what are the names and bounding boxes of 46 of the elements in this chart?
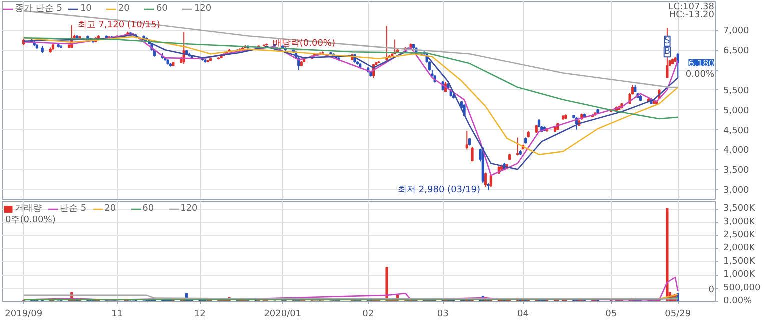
y-tick-label: 1,000K (724, 270, 756, 280)
y-tick-label: 500,000 (724, 283, 761, 294)
annotation: 0.00% (686, 70, 715, 80)
annotation: 6,180 (688, 59, 715, 70)
x-tick-label: 12 (194, 310, 206, 320)
y-tick-label: 2,500K (724, 230, 756, 241)
legend-label: 60 (156, 4, 169, 14)
annotation: S (664, 36, 671, 46)
annotation: 최고 7,120 (10/15) (78, 20, 160, 30)
y-tick-label: 4,500 (724, 126, 750, 136)
annotation: B (664, 47, 671, 58)
y-tick-label: 1,500K (724, 256, 756, 267)
y-tick-label: 3,500 (724, 166, 750, 176)
y-tick-label: 3,000 (724, 186, 750, 196)
x-tick-label: 04 (518, 310, 530, 320)
annotation: 최저 2,980 (03/19) (398, 185, 481, 196)
x-tick-label: 02 (362, 310, 374, 320)
annotation: 0 (708, 286, 715, 296)
x-tick-label: 03 (437, 310, 449, 320)
x-tick-label: 2019/09 (5, 310, 43, 320)
y-tick-label: 4,000 (724, 146, 750, 156)
y-tick-label: 7,000 (724, 26, 750, 37)
legend-label: 10 (80, 4, 93, 14)
x-tick-label: 05/29 (665, 310, 692, 320)
annotation: 배당락(0.00%) (272, 39, 336, 50)
legend-label: 60 (142, 204, 156, 214)
y-tick-label: 2,000K (724, 244, 756, 254)
y-tick-label: 0.00% (724, 296, 753, 306)
y-tick-label: 5,500 (724, 86, 750, 96)
legend-label: 20 (118, 4, 131, 14)
legend-label: 종가 단순 5 (15, 3, 62, 15)
x-tick-label: 05 (606, 310, 618, 320)
y-tick-label: 3,000K (724, 217, 756, 228)
legend-label: 20 (104, 204, 118, 214)
y-tick-label: 6,500 (724, 46, 750, 57)
x-tick-label: 2020/01 (264, 310, 302, 320)
legend-label: 120 (194, 4, 213, 14)
annotation: LC:107.38 (668, 2, 715, 12)
y-tick-label: 3,500K (724, 204, 756, 214)
legend-label: 거래량 (15, 203, 42, 215)
legend-label: 단순 5 (60, 203, 87, 215)
x-tick-label: 11 (112, 310, 124, 320)
annotation: 0주(0.00%) (6, 216, 56, 226)
annotation: HC:-13.20 (669, 10, 715, 20)
legend-label: 120 (180, 204, 199, 214)
y-tick-label: 5,000 (724, 106, 750, 116)
